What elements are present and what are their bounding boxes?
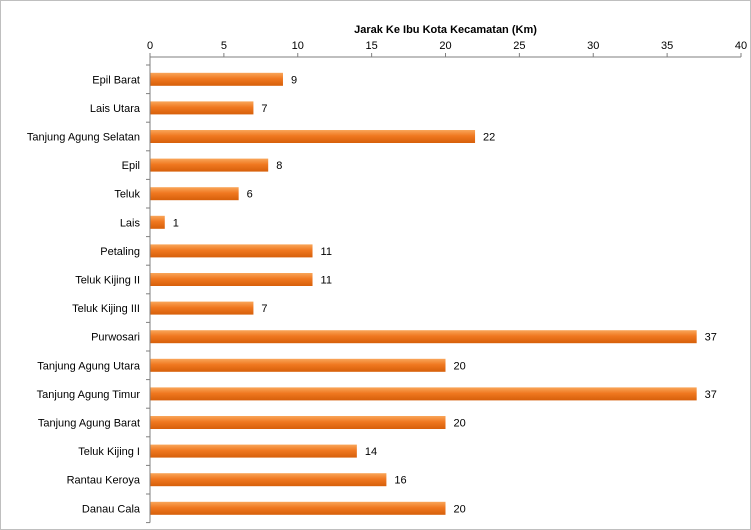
category-label: Purwosari — [91, 332, 140, 344]
data-label: 8 — [276, 160, 282, 172]
category-label: Teluk — [114, 189, 140, 201]
x-tick-label: 5 — [221, 40, 227, 52]
x-tick-label: 20 — [439, 40, 451, 52]
bar — [150, 301, 254, 315]
bar — [150, 158, 269, 172]
category-label: Teluk Kijing I — [78, 446, 140, 458]
category-label: Danau Cala — [82, 503, 141, 515]
bar — [150, 387, 697, 401]
category-label: Tanjung Agung Selatan — [27, 132, 140, 144]
data-label: 1 — [173, 217, 179, 229]
x-tick-label: 10 — [292, 40, 304, 52]
x-tick-label: 35 — [661, 40, 673, 52]
data-label: 14 — [365, 446, 377, 458]
data-label: 16 — [394, 475, 406, 487]
data-label: 20 — [454, 418, 466, 430]
bar — [150, 215, 165, 229]
bar — [150, 101, 254, 115]
data-label: 20 — [454, 360, 466, 372]
category-label: Rantau Keroya — [67, 475, 141, 487]
data-label: 7 — [261, 103, 267, 115]
category-label: Tanjung Agung Barat — [38, 418, 140, 430]
category-label: Teluk Kijing III — [72, 303, 140, 315]
x-tick-label: 40 — [735, 40, 747, 52]
category-labels: Epil Barat Lais Utara Tanjung Agung Selata… — [27, 74, 141, 515]
category-label: Lais — [120, 217, 141, 229]
category-label: Petaling — [100, 246, 140, 258]
category-label: Epil — [122, 160, 140, 172]
x-tick-label: 15 — [366, 40, 378, 52]
category-label: Teluk Kijing II — [75, 275, 140, 287]
bar — [150, 72, 283, 86]
category-label: Epil Barat — [92, 74, 140, 86]
bar — [150, 330, 697, 344]
data-label: 37 — [705, 332, 717, 344]
category-label: Tanjung Agung Timur — [37, 389, 141, 401]
x-axis-ticks: 0 5 10 15 20 25 30 35 40 — [146, 40, 747, 524]
x-tick-label: 0 — [147, 40, 153, 52]
data-label: 20 — [454, 503, 466, 515]
bar — [150, 358, 446, 372]
bar — [150, 473, 387, 487]
data-label: 37 — [705, 389, 717, 401]
bar — [150, 244, 313, 258]
category-label: Lais Utara — [90, 103, 141, 115]
bar — [150, 501, 446, 515]
bar — [150, 273, 313, 286]
data-label: 7 — [261, 303, 267, 315]
x-tick-label: 30 — [587, 40, 599, 52]
category-label: Tanjung Agung Utara — [37, 360, 141, 372]
x-axis-title: Jarak Ke Ibu Kota Kecamatan (Km) — [354, 24, 537, 36]
bar — [150, 444, 357, 458]
bar — [150, 187, 239, 201]
data-label: 22 — [483, 132, 495, 144]
bar — [150, 130, 476, 143]
x-tick-label: 25 — [513, 40, 525, 52]
data-label: 11 — [321, 246, 332, 258]
bar — [150, 416, 446, 429]
data-label: 6 — [247, 189, 253, 201]
data-label: 11 — [321, 275, 332, 287]
data-label: 9 — [291, 74, 297, 86]
bars — [150, 72, 697, 515]
